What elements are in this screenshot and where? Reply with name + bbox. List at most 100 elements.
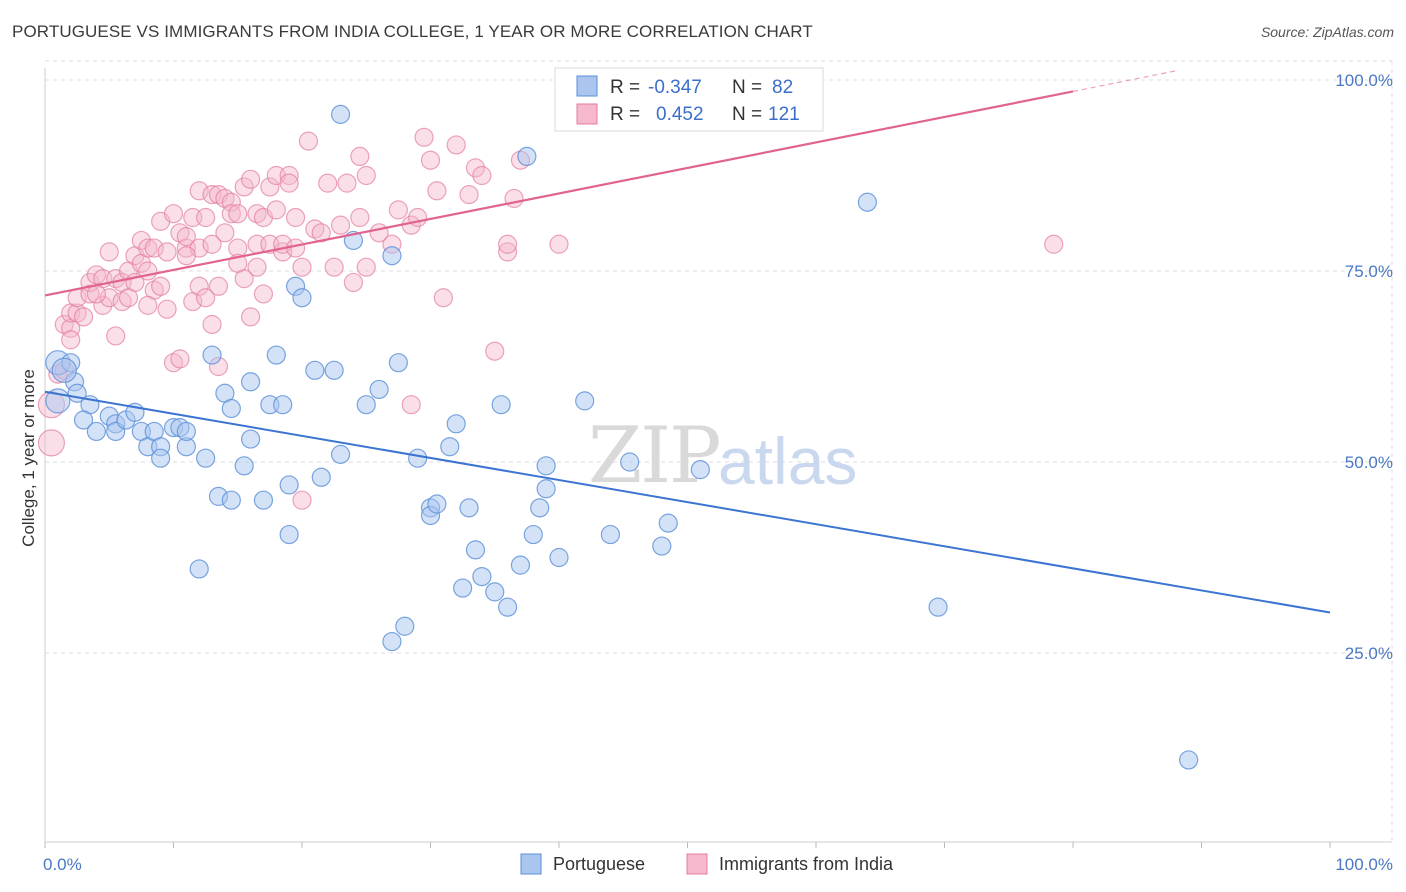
point-portuguese-39 [305,360,325,380]
point-india-44 [189,276,209,296]
point-portuguese-62 [491,395,511,415]
point-portuguese-36 [279,524,299,545]
point-india-100 [472,165,492,186]
point-india-18 [106,326,126,346]
point-india-28 [144,238,164,258]
point-india-55 [221,204,241,224]
point-india-103 [498,234,518,254]
point-india-30 [151,276,171,296]
point-india-45 [196,207,216,228]
point-india-9 [73,307,94,327]
point-portuguese-60 [472,566,492,587]
point-india-102 [498,242,518,262]
point-india-115 [247,257,267,277]
point-portuguese-16 [151,448,171,468]
x-tick-label-min: 0.0% [43,855,82,874]
point-portuguese-78 [928,597,948,617]
point-india-58 [234,177,254,197]
point-india-14 [93,295,113,315]
point-india-39 [176,227,196,247]
point-india-92 [401,395,421,415]
bottom-legend-india: Immigrants from India [719,854,894,874]
point-india-73 [279,173,299,193]
point-india-61 [241,307,261,327]
point-portuguese-64 [510,555,531,575]
legend-r-label-blue: R = [610,77,640,98]
point-portuguese-34 [273,395,293,415]
point-india-52 [215,223,235,243]
bottom-legend-swatch-india [686,853,708,875]
y-tick-label-3: 100.0% [1335,71,1393,90]
chart-title: PORTUGUESE VS IMMIGRANTS FROM INDIA COLL… [12,22,813,41]
point-portuguese-57 [453,578,473,598]
point-portuguese-20 [176,421,196,442]
point-india-94 [420,150,441,170]
legend-r-value-pink: 0.452 [656,104,704,125]
point-india-82 [330,215,351,235]
point-portuguese-66 [523,524,543,545]
point-india-112 [176,246,196,266]
point-india-96 [433,288,453,308]
point-portuguese-28 [234,456,254,476]
legend-swatch-pink [576,103,598,125]
point-india-80 [318,173,338,193]
watermark-zip: ZIP [588,411,720,501]
point-portuguese-72 [600,524,621,545]
point-india-95 [427,181,447,201]
point-india-99 [465,158,486,178]
point-india-74 [285,207,306,228]
point-portuguese-70 [549,547,569,568]
point-portuguese-61 [485,582,505,602]
point-portuguese-47 [382,246,402,266]
point-india-37 [170,349,190,369]
point-india-87 [356,165,376,186]
axes [44,68,1392,848]
point-portuguese-69 [536,479,556,499]
point-portuguese-41 [324,360,344,380]
point-india-113 [208,276,229,296]
point-india-117 [369,223,389,243]
legend-frame [554,67,824,132]
point-portuguese-50 [395,616,415,636]
point-portuguese-63 [498,597,518,617]
bottom-legend-portuguese: Portuguese [553,854,645,874]
point-portuguese-42 [330,444,351,464]
point-portuguese-31 [253,490,274,510]
grid-lines [45,60,1393,842]
point-india-32 [157,242,177,262]
point-portuguese-40 [311,467,331,487]
point-india-108 [61,330,81,350]
point-portuguese-5 [73,410,94,430]
legend-r-label-pink: R = [610,104,640,125]
point-india-83 [337,173,357,193]
point-india-69 [266,200,286,220]
legend-n-value-blue: 82 [772,77,793,98]
point-india-101 [485,341,505,361]
point-portuguese-21 [196,448,216,468]
point-portuguese-55 [440,437,460,457]
point-portuguese-26 [221,398,241,419]
point-india-54 [221,192,241,212]
point-india-111 [138,295,158,315]
point-india-33 [157,299,177,319]
point-portuguese-46 [369,379,389,400]
point-portuguese-58 [459,498,479,518]
point-portuguese-65 [517,146,537,166]
y-tick-label-2: 75.0% [1345,262,1393,281]
point-india-27 [138,238,158,258]
legend-box: R = -0.347 N = 82 R = 0.452 N = 121 [554,67,824,132]
legend-n-label-blue: N = [732,77,762,98]
series-portuguese-points [45,104,1199,770]
point-india-81 [324,257,344,277]
point-portuguese-51 [408,448,428,468]
trend-line-india-extension [1072,70,1176,93]
point-india-110 [118,288,139,308]
point-india-60 [241,169,261,189]
point-portuguese-35 [279,475,299,495]
y-tick-label-0: 25.0% [1345,644,1393,663]
point-portuguese-43 [330,104,351,124]
point-portuguese-68 [536,456,556,476]
bottom-legend-swatch-portuguese [520,853,542,875]
point-india-47 [202,185,222,205]
point-india-78 [298,131,319,151]
